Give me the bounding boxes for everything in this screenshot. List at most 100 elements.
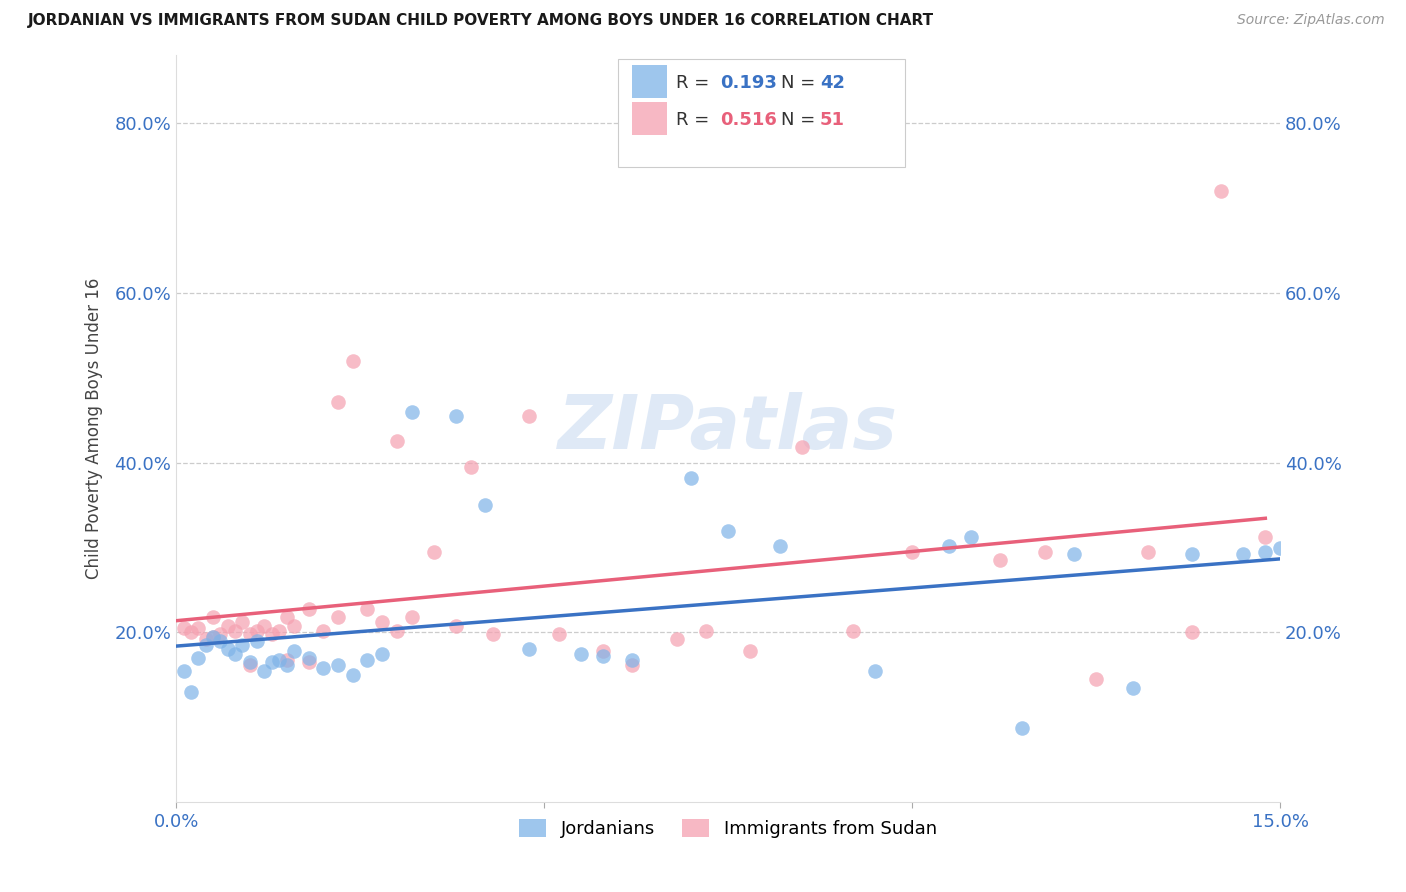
Point	[681, 471, 703, 485]
Legend: Jordanians, Immigrants from Sudan: Jordanians, Immigrants from Sudan	[512, 812, 943, 846]
Point	[239, 627, 262, 641]
Point	[201, 610, 224, 624]
Point	[217, 642, 239, 657]
Point	[768, 539, 790, 553]
Point	[326, 657, 349, 672]
Point	[231, 615, 253, 630]
Point	[865, 664, 887, 678]
Text: JORDANIAN VS IMMIGRANTS FROM SUDAN CHILD POVERTY AMONG BOYS UNDER 16 CORRELATION: JORDANIAN VS IMMIGRANTS FROM SUDAN CHILD…	[28, 13, 934, 29]
Point	[401, 405, 423, 419]
Point	[371, 615, 394, 630]
Point	[239, 657, 262, 672]
Point	[326, 610, 349, 624]
Point	[481, 627, 503, 641]
Text: N =: N =	[782, 112, 821, 129]
Point	[312, 661, 335, 675]
Point	[276, 610, 298, 624]
Point	[187, 621, 209, 635]
Point	[938, 539, 960, 553]
Text: 51: 51	[820, 112, 845, 129]
Text: 0.516: 0.516	[720, 112, 778, 129]
Text: R =: R =	[676, 74, 716, 92]
Point	[173, 664, 195, 678]
Point	[842, 624, 865, 638]
Point	[385, 434, 408, 449]
Point	[356, 653, 378, 667]
Point	[695, 624, 717, 638]
Point	[569, 647, 592, 661]
Point	[283, 618, 305, 632]
Point	[1122, 681, 1144, 695]
Point	[276, 653, 298, 667]
Point	[1181, 547, 1204, 561]
Point	[519, 409, 541, 423]
Point	[371, 647, 394, 661]
Point	[342, 353, 364, 368]
Point	[246, 634, 269, 648]
Point	[180, 685, 202, 699]
Point	[717, 524, 740, 538]
Point	[592, 644, 614, 658]
Y-axis label: Child Poverty Among Boys Under 16: Child Poverty Among Boys Under 16	[86, 278, 103, 580]
Text: 42: 42	[820, 74, 845, 92]
Text: R =: R =	[676, 112, 716, 129]
Point	[740, 644, 762, 658]
Point	[209, 627, 232, 641]
Point	[342, 668, 364, 682]
Point	[260, 655, 283, 669]
Point	[460, 459, 482, 474]
Point	[239, 655, 262, 669]
Point	[217, 618, 239, 632]
Point	[209, 634, 232, 648]
Point	[592, 649, 614, 664]
Point	[790, 441, 813, 455]
Point	[194, 638, 217, 652]
FancyBboxPatch shape	[633, 65, 668, 98]
Point	[385, 624, 408, 638]
Point	[173, 621, 195, 635]
Point	[1181, 625, 1204, 640]
Point	[1011, 721, 1033, 735]
Point	[519, 642, 541, 657]
Point	[297, 651, 319, 665]
Text: Source: ZipAtlas.com: Source: ZipAtlas.com	[1237, 13, 1385, 28]
Point	[312, 624, 335, 638]
Point	[276, 657, 298, 672]
Point	[224, 624, 246, 638]
Point	[1211, 184, 1233, 198]
Point	[1085, 672, 1108, 686]
Point	[260, 627, 283, 641]
Point	[224, 647, 246, 661]
Point	[474, 498, 496, 512]
FancyBboxPatch shape	[633, 103, 668, 135]
Point	[1136, 545, 1159, 559]
Point	[621, 657, 644, 672]
Point	[901, 545, 924, 559]
Point	[283, 644, 305, 658]
Point	[1254, 530, 1277, 544]
Point	[269, 624, 291, 638]
Point	[201, 630, 224, 644]
Text: N =: N =	[782, 74, 821, 92]
Point	[401, 610, 423, 624]
Point	[201, 630, 224, 644]
Point	[1063, 547, 1085, 561]
Point	[356, 601, 378, 615]
Point	[960, 530, 983, 544]
FancyBboxPatch shape	[617, 59, 904, 167]
Point	[990, 553, 1012, 567]
Point	[1033, 545, 1056, 559]
Point	[444, 618, 467, 632]
Point	[547, 627, 569, 641]
Point	[297, 601, 319, 615]
Point	[194, 632, 217, 647]
Point	[1254, 545, 1277, 559]
Point	[253, 618, 276, 632]
Text: ZIPatlas: ZIPatlas	[558, 392, 898, 466]
Point	[253, 664, 276, 678]
Point	[1232, 547, 1254, 561]
Point	[231, 638, 253, 652]
Point	[444, 409, 467, 423]
Point	[326, 394, 349, 409]
Point	[422, 545, 444, 559]
